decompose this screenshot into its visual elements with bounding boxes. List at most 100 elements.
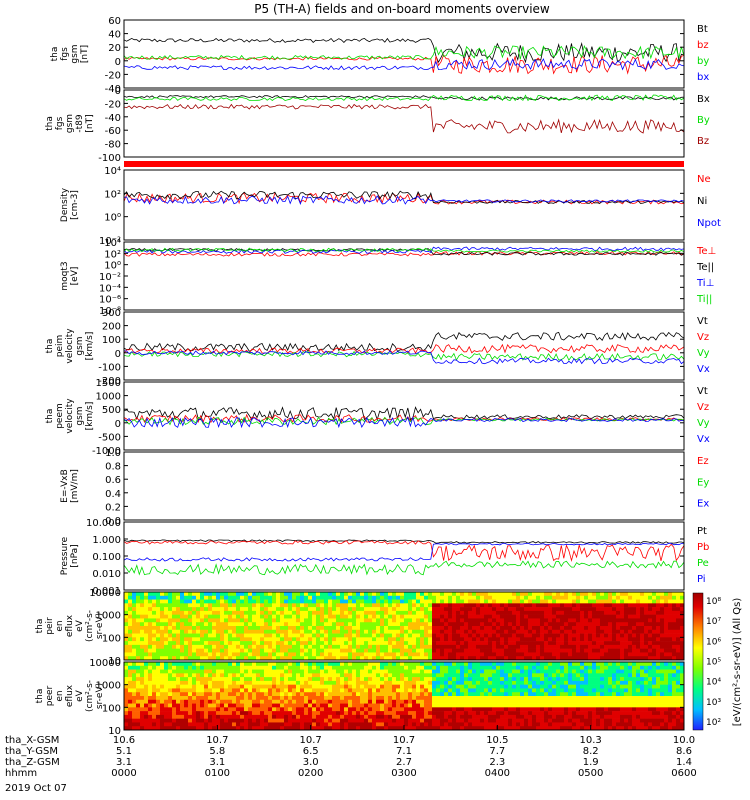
heatmap-cell: [308, 669, 313, 674]
heatmap-cell: [460, 603, 465, 608]
heatmap-cell: [216, 714, 221, 719]
heatmap-cell: [364, 711, 369, 716]
heatmap-cell: [408, 711, 413, 716]
heatmap-cell: [156, 711, 161, 716]
heatmap-cell: [176, 718, 181, 723]
heatmap-cell: [256, 618, 261, 623]
heatmap-cell: [652, 614, 657, 619]
y-axis-label: en: [55, 620, 65, 631]
heatmap-cell: [148, 673, 153, 678]
heatmap-cell: [280, 633, 285, 638]
heatmap-cell: [140, 707, 145, 712]
heatmap-cell: [488, 626, 493, 631]
heatmap-cell: [224, 696, 229, 701]
heatmap-cell: [524, 707, 529, 712]
heatmap-cell: [332, 714, 337, 719]
heatmap-cell: [468, 677, 473, 682]
heatmap-cell: [516, 714, 521, 719]
heatmap-cell: [164, 714, 169, 719]
heatmap-cell: [180, 656, 185, 661]
heatmap-cell: [336, 673, 341, 678]
heatmap-cell: [476, 603, 481, 608]
heatmap-cell: [164, 656, 169, 661]
heatmap-cell: [560, 696, 565, 701]
heatmap-cell: [636, 652, 641, 657]
heatmap-cell: [536, 688, 541, 693]
heatmap-cell: [604, 629, 609, 634]
heatmap-cell: [436, 714, 441, 719]
heatmap-cell: [432, 599, 437, 604]
heatmap-cell: [168, 665, 173, 670]
heatmap-cell: [188, 680, 193, 685]
heatmap-cell: [304, 592, 309, 597]
heatmap-cell: [260, 699, 265, 704]
heatmap-cell: [128, 633, 133, 638]
heatmap-cell: [224, 692, 229, 697]
heatmap-cell: [300, 696, 305, 701]
heatmap-cell: [220, 714, 225, 719]
heatmap-cell: [388, 692, 393, 697]
heatmap-cell: [272, 607, 277, 612]
heatmap-cell: [352, 707, 357, 712]
heatmap-cell: [412, 603, 417, 608]
heatmap-cell: [552, 692, 557, 697]
heatmap-cell: [124, 665, 129, 670]
heatmap-cell: [212, 696, 217, 701]
heatmap-cell: [404, 610, 409, 615]
heatmap-cell: [228, 703, 233, 708]
heatmap-cell: [376, 714, 381, 719]
heatmap-cell: [280, 669, 285, 674]
heatmap-cell: [488, 673, 493, 678]
heatmap-cell: [408, 592, 413, 597]
heatmap-cell: [160, 595, 165, 600]
heatmap-cell: [600, 714, 605, 719]
heatmap-cell: [408, 669, 413, 674]
y-axis-label: (cm²-s-: [85, 610, 95, 642]
heatmap-cell: [132, 726, 137, 731]
heatmap-cell: [264, 592, 269, 597]
heatmap-cell: [208, 669, 213, 674]
heatmap-cell: [300, 711, 305, 716]
heatmap-cell: [312, 610, 317, 615]
heatmap-cell: [432, 603, 437, 608]
heatmap-cell: [424, 622, 429, 627]
heatmap-cell: [460, 718, 465, 723]
heatmap-cell: [276, 684, 281, 689]
heatmap-cell: [340, 622, 345, 627]
heatmap-cell: [612, 599, 617, 604]
heatmap-cell: [336, 629, 341, 634]
heatmap-cell: [180, 677, 185, 682]
heatmap-cell: [436, 688, 441, 693]
heatmap-cell: [132, 607, 137, 612]
heatmap-cell: [572, 644, 577, 649]
heatmap-cell: [480, 614, 485, 619]
heatmap-cell: [252, 644, 257, 649]
heatmap-cell: [540, 648, 545, 653]
heatmap-cell: [528, 641, 533, 646]
heatmap-cell: [448, 637, 453, 642]
heatmap-cell: [404, 677, 409, 682]
series-line-Ti⊥: [123, 246, 685, 254]
heatmap-cell: [284, 662, 289, 667]
heatmap-cell: [312, 637, 317, 642]
heatmap-cell: [560, 614, 565, 619]
heatmap-cell: [600, 677, 605, 682]
heatmap-cell: [480, 722, 485, 727]
heatmap-cell: [512, 633, 517, 638]
heatmap-cell: [440, 662, 445, 667]
heatmap-cell: [164, 614, 169, 619]
heatmap-cell: [316, 696, 321, 701]
heatmap-cell: [344, 648, 349, 653]
heatmap-cell: [488, 714, 493, 719]
heatmap-cell: [280, 707, 285, 712]
heatmap-cell: [192, 711, 197, 716]
heatmap-cell: [524, 599, 529, 604]
heatmap-cell: [368, 699, 373, 704]
heatmap-cell: [456, 662, 461, 667]
heatmap-cell: [552, 656, 557, 661]
heatmap-cell: [324, 684, 329, 689]
heatmap-cell: [256, 688, 261, 693]
heatmap-cell: [548, 629, 553, 634]
heatmap-cell: [608, 662, 613, 667]
heatmap-cell: [128, 711, 133, 716]
